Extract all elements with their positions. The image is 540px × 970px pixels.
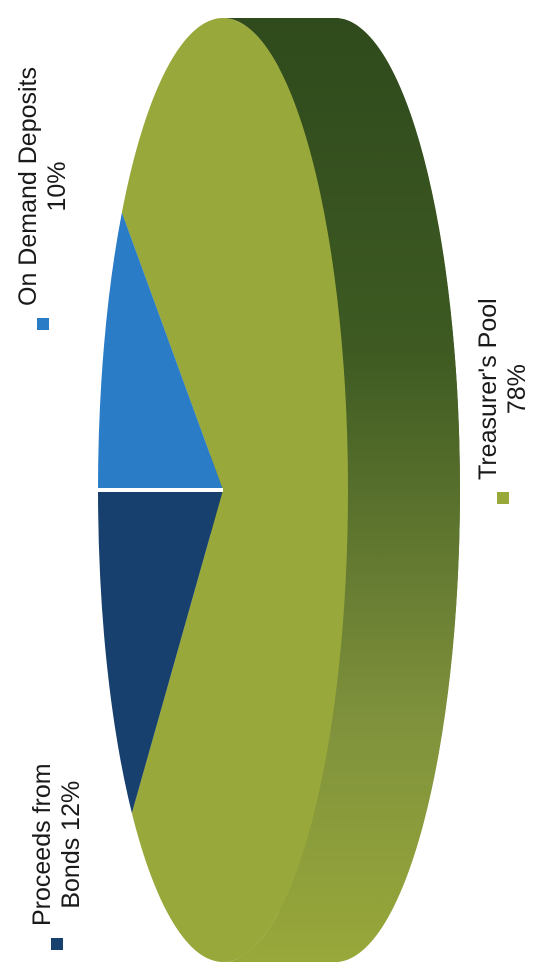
legend-item-on-demand-deposits: On Demand Deposits 10% — [14, 67, 72, 330]
legend-label-treasurer-line2: 78% — [503, 364, 531, 415]
legend-swatch-on-demand — [37, 318, 49, 330]
legend-label-treasurer-line1: Treasurer's Pool — [474, 298, 502, 480]
legend-label-proceeds-line2: Bonds 12% — [57, 780, 85, 909]
legend-label-on-demand: On Demand Deposits 10% — [14, 67, 72, 306]
legend-label-proceeds-line1: Proceeds from — [28, 763, 56, 926]
slice-treasurers-pool — [121, 18, 348, 963]
legend-swatch-proceeds — [51, 938, 63, 950]
slice-on-demand-deposits — [98, 212, 223, 490]
legend-label-on-demand-line2: 10% — [43, 161, 71, 212]
legend-item-treasurers-pool: Treasurer's Pool 78% — [474, 298, 532, 504]
slice-proceeds-from-bonds — [98, 490, 223, 814]
legend-label-proceeds: Proceeds from Bonds 12% — [28, 763, 86, 926]
legend-label-on-demand-line1: On Demand Deposits — [14, 66, 42, 306]
legend-swatch-treasurer — [497, 492, 509, 504]
legend-label-treasurer: Treasurer's Pool 78% — [474, 298, 532, 480]
legend-item-proceeds-from-bonds: Proceeds from Bonds 12% — [28, 763, 86, 950]
